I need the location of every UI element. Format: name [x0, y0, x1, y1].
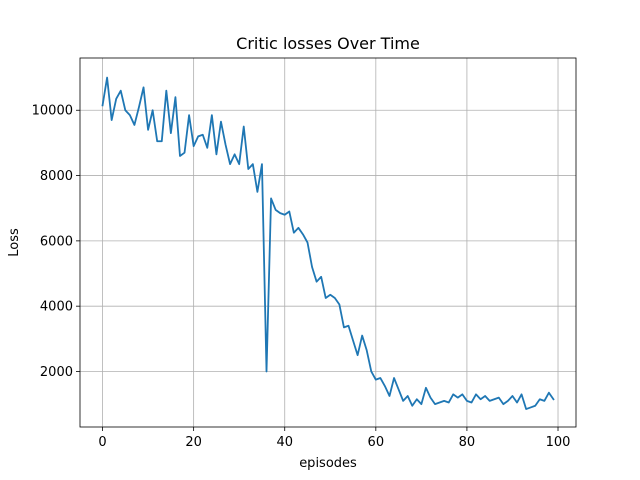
grid [80, 58, 576, 427]
y-tick-label: 2000 [40, 365, 73, 380]
x-tick-label: 80 [459, 435, 476, 450]
x-axis: 0 20 40 60 80 100 [98, 427, 570, 450]
y-tick-label: 6000 [40, 234, 73, 249]
x-axis-label: episodes [299, 456, 357, 471]
x-tick-label: 0 [98, 435, 106, 450]
x-tick-label: 20 [185, 435, 202, 450]
series-layer [101, 76, 555, 410]
y-axis-label: Loss [7, 228, 22, 257]
y-tick-label: 8000 [40, 169, 73, 184]
y-tick-label: 4000 [40, 300, 73, 315]
y-tick-label: 10000 [32, 104, 73, 119]
plot-frame [79, 57, 577, 428]
series-line [101, 76, 555, 410]
x-tick-label: 60 [368, 435, 385, 450]
x-tick-label: 100 [546, 435, 571, 450]
y-axis: 2000 4000 6000 8000 10000 [32, 104, 80, 380]
chart-title: Critic losses Over Time [236, 34, 420, 53]
x-tick-label: 40 [276, 435, 293, 450]
